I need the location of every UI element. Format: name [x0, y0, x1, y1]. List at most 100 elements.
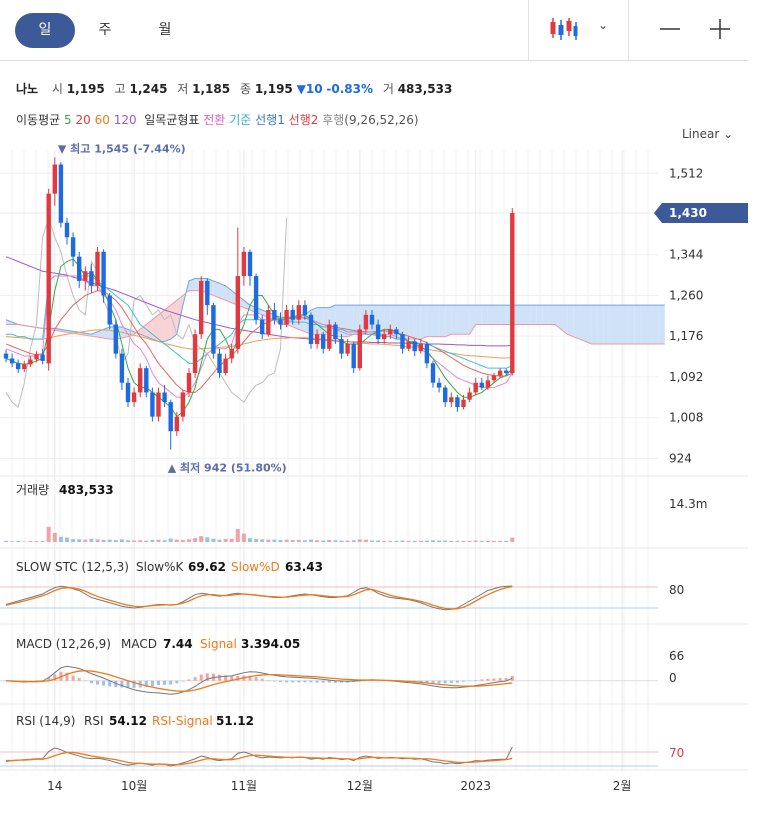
macd-hist-bar: [480, 679, 484, 681]
macd-title: MACD (12,26,9): [16, 637, 111, 651]
volume-bar: [156, 539, 161, 542]
volume-bar: [357, 539, 362, 542]
stc-d-line: [5, 586, 513, 610]
volume-value: 483,533: [59, 483, 114, 497]
x-tick-label: 2023: [460, 779, 491, 793]
candle: [388, 329, 393, 335]
candle: [156, 392, 161, 417]
ichimoku-cloud-segment: [609, 305, 616, 344]
volume-bar: [40, 541, 45, 542]
candle: [150, 392, 155, 417]
x-tick-label: 10월: [121, 779, 147, 793]
volume-bar: [437, 540, 442, 542]
candle: [223, 358, 228, 374]
ichimoku-cloud-segment: [506, 305, 513, 325]
candle: [400, 334, 405, 349]
change-arrow: ▼: [296, 82, 306, 96]
volume-bar: [254, 539, 259, 542]
ichimoku-cloud-segment: [36, 327, 43, 329]
rsi-label: RSI: [84, 714, 104, 728]
candle: [16, 363, 21, 370]
ichimoku-cloud-segment: [402, 305, 409, 340]
volume-bar: [71, 539, 76, 542]
tab-daily[interactable]: 일: [15, 13, 75, 48]
stc-tick-label: 80: [669, 583, 684, 597]
candle: [412, 341, 417, 352]
price-summary: 나노 시 1,195 고 1,245 저 1,185 종 1,195 ▼10 -…: [16, 80, 452, 97]
rsi-tick-label: 70: [669, 746, 684, 760]
macd-hist-bar: [510, 675, 514, 681]
ichimoku-cloud-segment: [24, 325, 31, 327]
ichimoku-cloud-segment: [585, 305, 592, 344]
candle: [382, 334, 387, 340]
candle: [3, 353, 9, 359]
tab-monthly[interactable]: 월: [158, 22, 172, 38]
candle: [351, 343, 356, 369]
ichimoku-cloud-segment: [189, 278, 196, 291]
stc-d-label: Slow%D: [231, 560, 280, 574]
ichimoku-label[interactable]: 일목균형표: [144, 113, 200, 127]
volume-value: 483,533: [397, 82, 453, 96]
ichimoku-cloud-segment: [158, 310, 165, 342]
macd-hist-bar: [53, 674, 57, 681]
price-tick-label: 1,008: [669, 411, 703, 425]
close-label: 종: [239, 82, 251, 96]
ichimoku-cloud-segment: [286, 317, 293, 327]
candle: [162, 392, 167, 403]
candle: [296, 305, 301, 320]
ichimoku-cloud-segment: [195, 278, 202, 291]
volume-bar: [266, 539, 271, 542]
price-tick-label: 1,344: [669, 248, 703, 262]
candle: [314, 334, 320, 344]
ma60-label: 60: [94, 113, 110, 127]
volume-bar: [376, 540, 381, 542]
candle: [357, 329, 362, 369]
x-tick-label: 12월: [347, 779, 373, 793]
macd-signal-value: 3.394.05: [241, 637, 300, 651]
ichimoku-cloud-segment: [250, 305, 257, 313]
ichimoku-cloud-segment: [18, 324, 25, 326]
macd-hist-bar: [285, 680, 289, 683]
macd-hist-bar: [157, 680, 160, 686]
rsi-title: RSI (14,9): [16, 714, 75, 728]
ichimoku-base-line: [6, 275, 513, 369]
ichimoku-cloud-segment: [146, 319, 153, 340]
minus-icon[interactable]: [658, 14, 682, 44]
ichimoku-cloud-segment: [634, 305, 641, 344]
candlestick-icon[interactable]: [548, 16, 578, 42]
ichimoku-cloud-segment: [372, 305, 379, 337]
macd-hist-bar: [65, 672, 69, 681]
rsi-line: [5, 746, 513, 767]
ichimoku-cloud-segment: [463, 305, 470, 335]
current-price-label: 1,430: [669, 206, 707, 220]
ichimoku-cloud-segment: [85, 333, 92, 337]
scale-dropdown[interactable]: Linear ⌄: [682, 127, 733, 141]
candle: [485, 380, 491, 388]
plus-icon[interactable]: [708, 14, 732, 44]
candle: [174, 416, 179, 432]
ichimoku-cloud-segment: [121, 326, 128, 339]
ichimoku-cloud-segment: [231, 290, 238, 306]
volume-bar: [58, 536, 63, 542]
candle: [211, 305, 216, 354]
ichimoku-cloud-segment: [408, 305, 415, 340]
candle: [375, 324, 381, 340]
ichimoku-cloud-segment: [48, 328, 55, 331]
macd-hist-bar: [358, 680, 362, 682]
volume-bar: [101, 539, 106, 542]
ichimoku-cloud-segment: [115, 326, 122, 340]
volume-bar: [302, 540, 307, 542]
macd-hist-bar: [419, 680, 423, 683]
ma20-label: 20: [75, 113, 91, 127]
open-value: 1,195: [66, 82, 105, 96]
ma60-line: [5, 329, 513, 359]
ichimoku-cloud-segment: [597, 305, 604, 344]
tab-weekly[interactable]: 주: [98, 22, 112, 38]
chevron-down-icon[interactable]: ⌄: [598, 18, 609, 32]
price-tick-label: 1,260: [669, 288, 703, 302]
candle: [266, 310, 271, 335]
macd-hist-bar: [181, 680, 185, 682]
ma-label[interactable]: 이동평균: [16, 113, 61, 127]
macd-hist-bar: [297, 680, 301, 683]
volume-bar: [504, 540, 509, 542]
